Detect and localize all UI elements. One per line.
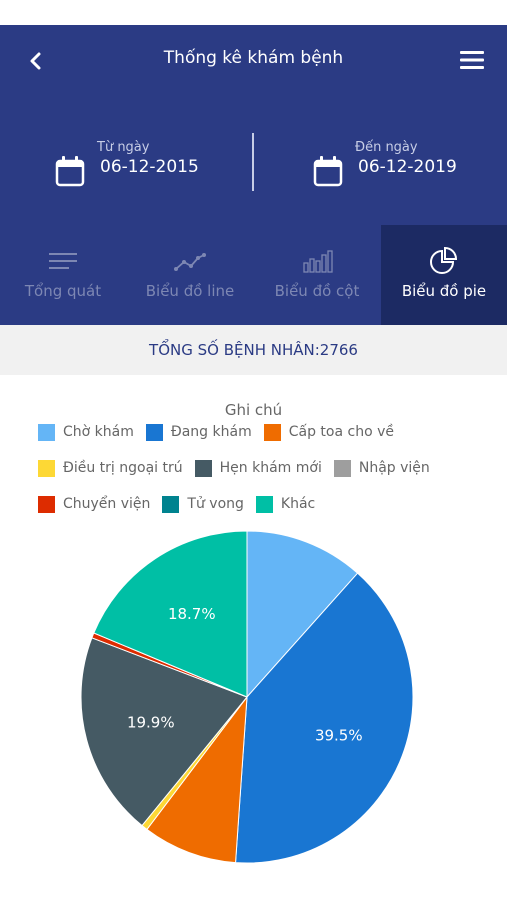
hamburger-menu-icon[interactable] xyxy=(459,49,485,71)
legend-swatch xyxy=(145,423,163,441)
pie-slice-value-label: 19.9% xyxy=(127,714,175,732)
bar-chart-icon xyxy=(303,250,333,273)
legend-item-dang-kham[interactable]: Đang khám xyxy=(145,423,252,441)
total-patients: TỔNG SỐ BỆNH NHÂN:2766 xyxy=(0,325,507,375)
pie-slice-value-label: 39.5% xyxy=(315,727,363,745)
legend-item-tu-vong[interactable]: Tử vong xyxy=(162,495,244,513)
legend-item-cho-kham[interactable]: Chờ khám xyxy=(38,423,134,441)
legend-row-3: Chuyển viện Tử vong Khác xyxy=(38,493,327,515)
pie-slice[interactable] xyxy=(93,530,248,698)
pie-slice-value-label: 18.7% xyxy=(168,605,216,623)
date-divider xyxy=(252,133,254,191)
calendar-icon xyxy=(313,156,343,187)
page-title: Thống kê khám bệnh xyxy=(163,48,344,68)
tab-pie-chart[interactable]: Biểu đồ pie xyxy=(381,225,507,325)
pie-slice[interactable] xyxy=(146,695,248,864)
legend-item-hen-kham-moi[interactable]: Hẹn khám mới xyxy=(194,459,322,477)
legend-swatch xyxy=(333,459,351,477)
tab-overview[interactable]: Tổng quát xyxy=(0,225,126,325)
tab-bar-chart[interactable]: Biểu đồ cột xyxy=(254,225,380,325)
tab-line-chart-label: Biểu đồ line xyxy=(145,282,235,300)
legend-item-cap-toa[interactable]: Cấp toa cho về xyxy=(263,423,394,441)
header: Thống kê khám bệnh Từ ngày 06-12-2015 Đế… xyxy=(0,25,507,325)
calendar-icon xyxy=(55,156,85,187)
legend-swatch xyxy=(194,459,212,477)
line-chart-icon xyxy=(174,253,206,271)
legend-swatch xyxy=(263,423,281,441)
date-to-value: 06-12-2019 xyxy=(358,157,457,177)
tab-pie-chart-label: Biểu đồ pie xyxy=(401,282,487,300)
pie-chart: 39.5% 19.9% 18.7% xyxy=(80,530,414,864)
chart-tabs: Tổng quát Biểu đồ line xyxy=(0,225,507,325)
legend-swatch xyxy=(255,495,273,513)
legend-swatch xyxy=(38,459,55,477)
legend-row-2: Điều trị ngoại trú Hẹn khám mới Nhập việ… xyxy=(38,457,442,479)
legend-item-nhap-vien[interactable]: Nhập viện xyxy=(333,459,430,477)
pie-slice[interactable] xyxy=(246,530,359,699)
tab-overview-label: Tổng quát xyxy=(24,282,102,300)
date-from-value: 06-12-2015 xyxy=(100,157,199,177)
pie-slice[interactable] xyxy=(80,637,248,827)
lines-icon xyxy=(49,253,77,269)
pie-chart-icon xyxy=(430,247,458,274)
legend-row-1: Chờ khám Đang khám Cấp toa cho về xyxy=(38,421,406,443)
back-chevron-icon[interactable] xyxy=(22,47,50,75)
legend-swatch xyxy=(38,423,55,441)
status-bar-area xyxy=(0,0,507,25)
legend-item-chuyen-vien[interactable]: Chuyển viện xyxy=(38,495,150,513)
legend-swatch xyxy=(162,495,180,513)
legend-item-khac[interactable]: Khác xyxy=(255,495,315,513)
date-to-label: Đến ngày xyxy=(355,140,418,155)
tab-bar-chart-label: Biểu đồ cột xyxy=(274,282,360,300)
tab-line-chart[interactable]: Biểu đồ line xyxy=(127,225,253,325)
legend-title: Ghi chú xyxy=(224,401,283,419)
pie-slice[interactable] xyxy=(235,572,414,864)
legend-item-dieu-tri-ngoai-tru[interactable]: Điều trị ngoại trú xyxy=(38,459,183,477)
legend-swatch xyxy=(38,495,55,513)
date-from-label: Từ ngày xyxy=(97,140,150,155)
